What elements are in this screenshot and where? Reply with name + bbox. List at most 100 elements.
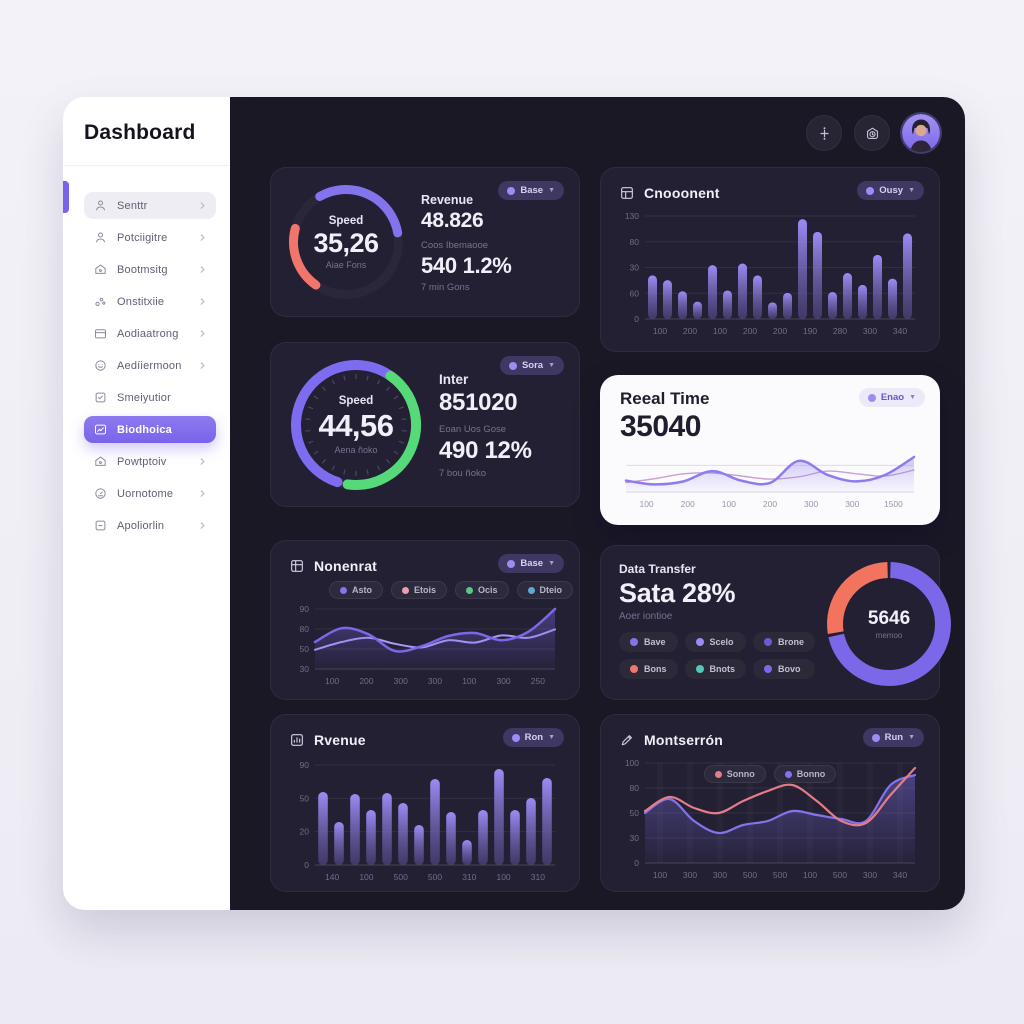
sidebar: Dashboard Senttr Potciigitre Bootmsitg Onst… [63, 97, 230, 910]
sidebar-item-7[interactable]: Biodhoica [84, 416, 216, 443]
legend-label: Asto [352, 585, 372, 595]
svg-text:0: 0 [634, 858, 639, 868]
svg-text:200: 200 [763, 499, 777, 509]
legend-pill-Ocis[interactable]: Ocis [455, 581, 509, 599]
sidebar-item-label: Senttr [117, 199, 148, 212]
svg-text:200: 200 [681, 499, 695, 509]
sidebar-item-label: Apoliorlin [117, 519, 165, 532]
user-icon [93, 230, 108, 245]
component-card: Cnooonent Ousy ▼ 130 80 30 60 0 100 200 100 200 2… [600, 167, 940, 352]
avatar-image [902, 114, 940, 152]
app-title: Dashboard [84, 121, 196, 144]
sidebar-item-10[interactable]: Apoliorlin [84, 512, 216, 539]
badge-label: Base [520, 185, 544, 196]
montserrat-badge[interactable]: Run ▼ [862, 728, 924, 747]
legend-label: Bnots [709, 664, 736, 674]
svg-text:1500: 1500 [884, 499, 903, 509]
speed1-badge[interactable]: Base ▼ [498, 181, 564, 200]
svg-text:80: 80 [630, 237, 640, 247]
user-avatar[interactable] [902, 114, 940, 152]
chevron-down-icon: ▼ [548, 560, 555, 567]
badge-dot [507, 186, 516, 195]
transfer-chips: Bave Scelo Brone Bons Bnots Bovo [619, 632, 816, 679]
badge-label: Enao [880, 392, 905, 403]
sidebar-item-6[interactable]: Smeiyutior [84, 384, 216, 411]
card-icon [93, 326, 108, 341]
circles-icon [93, 294, 108, 309]
sidebar-item-9[interactable]: Uornotome [84, 480, 216, 507]
nonenrat-badge[interactable]: Base ▼ [498, 554, 564, 573]
adjust-button[interactable] [806, 115, 842, 151]
legend-pill-Bons[interactable]: Bons [619, 659, 678, 679]
data-transfer-card: Data Transfer Sata 28% Aoer iontioe Bave… [600, 545, 952, 700]
sidebar-item-2[interactable]: Bootmsitg [84, 256, 216, 283]
legend-dot [466, 586, 474, 594]
legend-pill-Bonno[interactable]: Bonno [773, 765, 837, 783]
chevron-right-icon [197, 488, 208, 499]
legend-pill-Bave[interactable]: Bave [619, 632, 678, 652]
speed2-badge[interactable]: Sora ▼ [499, 356, 564, 375]
svg-text:200: 200 [683, 326, 697, 336]
chart-icon [93, 422, 108, 437]
stat-sublabel: Coos Ibemaooe [421, 240, 489, 251]
transfer-donut-chart [825, 560, 953, 688]
legend-label: Bovo [778, 664, 801, 674]
legend-pill-Bnots[interactable]: Bnots [684, 659, 746, 679]
sidebar-item-label: Potciigitre [117, 231, 168, 244]
sidebar-item-label: Powtptoiv [117, 455, 167, 468]
realtime-badge[interactable]: Enao ▼ [858, 388, 925, 407]
gauge-icon [93, 486, 108, 501]
grid-icon [289, 558, 305, 574]
legend-label: Etois [414, 585, 437, 595]
chevron-down-icon: ▼ [548, 362, 555, 369]
history-icon [864, 125, 881, 142]
badge-label: Ousy [879, 185, 904, 196]
sidebar-active-accent [63, 181, 69, 213]
legend-pill-Asto[interactable]: Asto [329, 581, 383, 599]
legend-pill-Etois[interactable]: Etois [391, 581, 448, 599]
badge-label: Sora [521, 360, 544, 371]
stat-value: 48.826 [421, 209, 484, 232]
revenue-badge[interactable]: Ron ▼ [502, 728, 564, 747]
sidebar-item-label: Aodiaatrong [117, 327, 179, 340]
svg-text:200: 200 [743, 326, 757, 336]
svg-text:90: 90 [300, 760, 310, 770]
component-bar-chart: 130 80 30 60 0 100 200 100 200 200 190 280 300 340 [619, 208, 921, 339]
legend-pill-Scelo[interactable]: Scelo [684, 632, 746, 652]
legend-pill-Sonno[interactable]: Sonno [703, 765, 766, 783]
stat-value: 490 12% [439, 437, 532, 464]
sidebar-item-8[interactable]: Powtptoiv [84, 448, 216, 475]
history-button[interactable] [854, 115, 890, 151]
sidebar-item-label: Aedíiermoon [117, 359, 182, 372]
grid-icon [619, 185, 635, 201]
stat-value: 540 1.2% [421, 253, 512, 278]
chevron-right-icon [197, 520, 208, 531]
sidebar-item-0[interactable]: Senttr [84, 192, 216, 219]
legend-pill-Brone[interactable]: Brone [753, 632, 816, 652]
realtime-card: Enao ▼ Reeal Time 35040 100 200 100 200 300 3… [600, 375, 940, 525]
legend-pill-Bovo[interactable]: Bovo [753, 659, 816, 679]
sidebar-item-1[interactable]: Potciigitre [84, 224, 216, 251]
component-badge[interactable]: Ousy ▼ [857, 181, 924, 200]
card-title: Nonenrat [314, 558, 378, 574]
svg-text:300: 300 [713, 870, 727, 880]
stat-sublabel: Eoan Uos Gose [439, 424, 507, 435]
sidebar-item-3[interactable]: Onstitxiie [84, 288, 216, 315]
stat-value: 851020 [439, 389, 518, 416]
nonenrat-line-chart: 90 80 50 30 100 200 300 300 100 300 250 [289, 601, 561, 689]
legend-label: Dteio [539, 585, 563, 595]
chevron-right-icon [197, 456, 208, 467]
sidebar-item-label: Biodhoica [117, 423, 172, 436]
legend-dot [764, 665, 772, 673]
legend-dot [695, 665, 704, 673]
sidebar-item-5[interactable]: Aedíiermoon [84, 352, 216, 379]
legend-pill-Dteio[interactable]: Dteio [516, 581, 574, 599]
badge-label: Ron [524, 732, 544, 743]
svg-text:500: 500 [743, 870, 757, 880]
sidebar-item-4[interactable]: Aodiaatrong [84, 320, 216, 347]
svg-text:50: 50 [630, 808, 640, 818]
transfer-subtitle: Aoer iontioe [619, 611, 673, 622]
svg-text:0: 0 [304, 860, 309, 870]
svg-text:310: 310 [462, 872, 476, 882]
realtime-line-chart: 100 200 100 200 300 300 1500 [620, 446, 920, 512]
